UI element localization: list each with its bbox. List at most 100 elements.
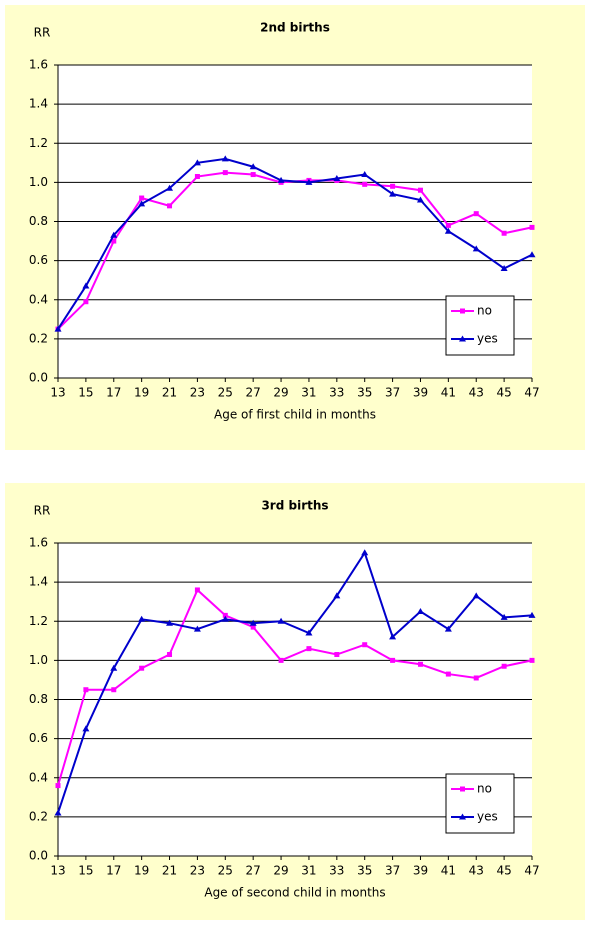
marker xyxy=(221,615,229,622)
x-tick-label: 45 xyxy=(496,864,511,878)
y-tick-label: 0.6 xyxy=(29,731,48,745)
marker xyxy=(473,675,479,681)
marker xyxy=(305,629,313,636)
marker xyxy=(193,625,201,632)
marker xyxy=(362,642,368,648)
marker xyxy=(500,264,508,271)
x-tick-label: 33 xyxy=(329,864,344,878)
marker xyxy=(472,245,480,252)
x-tick-label: 23 xyxy=(190,864,205,878)
y-tick-label: 1.2 xyxy=(29,136,48,150)
marker xyxy=(416,607,424,614)
y-tick-label: 1.4 xyxy=(29,575,48,589)
x-tick-label: 19 xyxy=(134,386,149,400)
marker xyxy=(334,652,340,658)
y-tick-label: 0.4 xyxy=(29,770,48,784)
x-tick-label: 21 xyxy=(162,864,177,878)
legend-label: yes xyxy=(477,810,498,824)
marker xyxy=(417,187,423,193)
marker xyxy=(305,178,313,185)
marker xyxy=(445,222,451,228)
marker xyxy=(54,809,62,816)
marker xyxy=(416,196,424,203)
marker xyxy=(55,783,61,789)
marker xyxy=(111,238,117,244)
x-tick-label: 43 xyxy=(469,386,484,400)
marker xyxy=(110,231,118,238)
y-tick-label: 0.0 xyxy=(29,849,48,863)
y-axis-label: RR xyxy=(34,26,51,40)
x-tick-label: 27 xyxy=(246,864,261,878)
y-tick-label: 0.2 xyxy=(29,331,48,345)
marker xyxy=(361,171,369,178)
legend-box xyxy=(445,773,515,834)
x-tick-label: 29 xyxy=(273,864,288,878)
marker xyxy=(501,663,507,669)
marker xyxy=(138,200,146,207)
marker xyxy=(390,183,396,189)
marker xyxy=(166,619,174,626)
x-tick-label: 19 xyxy=(134,864,149,878)
series-line xyxy=(57,157,533,330)
y-tick-label: 1.0 xyxy=(29,653,48,667)
marker xyxy=(194,174,200,180)
marker xyxy=(389,633,397,640)
x-tick-label: 27 xyxy=(246,386,261,400)
x-tick-label: 41 xyxy=(441,386,456,400)
marker xyxy=(460,308,465,314)
y-tick-label: 0.0 xyxy=(29,371,48,385)
x-tick-label: 25 xyxy=(218,386,233,400)
x-tick-label: 37 xyxy=(385,864,400,878)
chart: 2nd births RR 0.0 0.2 0.4 0.6 0.8 1.0 1.2 1.4 1.6 1… xyxy=(5,5,585,450)
legend: no yes xyxy=(445,295,515,356)
y-tick-label: 1.0 xyxy=(29,175,48,189)
x-tick-label: 13 xyxy=(50,386,65,400)
x-tick-label: 31 xyxy=(301,864,316,878)
marker xyxy=(167,203,173,209)
series-line xyxy=(57,550,533,814)
x-tick-label: 15 xyxy=(78,386,93,400)
marker xyxy=(459,335,466,342)
y-axis-label: RR xyxy=(34,504,51,518)
legend: no yes xyxy=(445,773,515,834)
marker xyxy=(528,251,536,258)
marker xyxy=(194,587,200,593)
y-tick-label: 0.4 xyxy=(29,292,48,306)
x-tick-label: 43 xyxy=(469,864,484,878)
x-tick-label: 35 xyxy=(357,386,372,400)
x-tick-label: 39 xyxy=(413,864,428,878)
x-axis-label: Age of second child in months xyxy=(204,886,385,900)
marker xyxy=(249,619,257,626)
marker xyxy=(221,155,229,162)
marker xyxy=(460,786,465,792)
marker xyxy=(138,615,146,622)
marker xyxy=(250,624,256,630)
marker xyxy=(222,170,228,176)
marker xyxy=(82,282,90,289)
x-tick-label: 31 xyxy=(301,386,316,400)
legend-label: no xyxy=(477,782,492,796)
marker xyxy=(222,612,228,618)
x-tick-label: 17 xyxy=(106,864,121,878)
marker xyxy=(278,657,284,663)
marker xyxy=(111,687,117,693)
x-tick-label: 23 xyxy=(190,386,205,400)
marker xyxy=(139,665,145,671)
x-axis-label: Age of first child in months xyxy=(214,408,376,422)
legend-label: no xyxy=(477,304,492,318)
marker xyxy=(250,172,256,178)
marker xyxy=(110,664,118,671)
y-tick-label: 0.2 xyxy=(29,809,48,823)
y-tick-label: 1.2 xyxy=(29,614,48,628)
series-line xyxy=(57,588,533,786)
marker xyxy=(459,813,466,820)
marker xyxy=(444,227,452,234)
chart-title: 3rd births xyxy=(261,499,328,513)
marker xyxy=(390,657,396,663)
marker xyxy=(389,190,397,197)
marker xyxy=(528,611,536,618)
x-tick-label: 41 xyxy=(441,864,456,878)
y-tick-label: 1.4 xyxy=(29,97,48,111)
legend-box xyxy=(445,295,515,356)
